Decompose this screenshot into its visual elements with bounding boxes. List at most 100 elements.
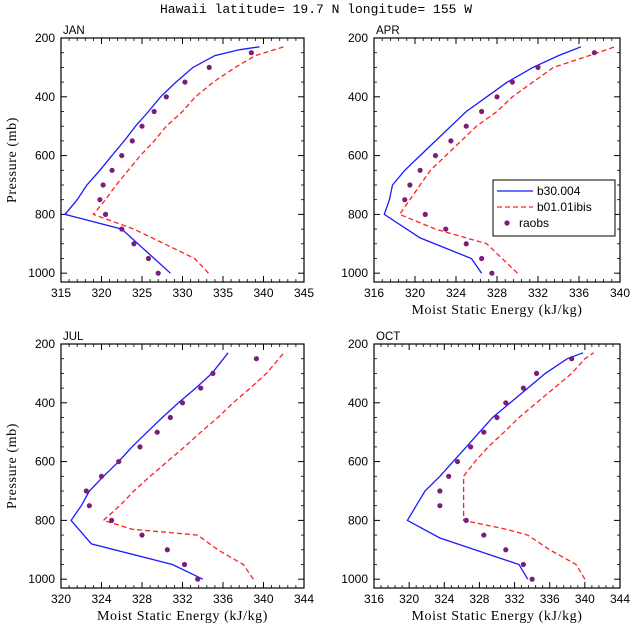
raobs-point: [494, 414, 500, 421]
panel-label: JAN: [63, 25, 85, 37]
series-raobs: [402, 50, 597, 276]
plot-frame: [373, 37, 621, 283]
raobs-point: [86, 503, 92, 509]
raobs-point: [109, 517, 115, 523]
raobs-point: [116, 458, 122, 465]
raobs-point: [102, 211, 109, 217]
raobs-point: [422, 211, 428, 217]
x-tick-label: 328: [469, 592, 489, 606]
raobs-point: [569, 356, 575, 362]
raobs-point: [167, 414, 173, 421]
raobs-point: [437, 503, 443, 509]
panels: 315 320 325 330 335 340 345 200 400 600 800 1000 JAN…: [5, 25, 630, 624]
series-raobs: [97, 50, 254, 276]
panel-jan: 315 320 325 330 335 340 345 200 400 600 800 1000 JAN…: [5, 25, 314, 300]
panel-jul: 320 324 328 332 336 340 344 200 400 600 800 1000 JUL…: [5, 331, 314, 624]
raobs-point: [198, 385, 204, 391]
raobs-point: [402, 197, 408, 203]
plot-frame: [373, 343, 621, 589]
x-tick-label: 332: [505, 592, 525, 606]
panel-label: OCT: [376, 331, 400, 343]
raobs-point: [454, 458, 461, 465]
raobs-point: [494, 94, 500, 100]
x-tick-label: 328: [132, 592, 152, 606]
y-tick-label: 1000: [28, 266, 55, 280]
raobs-point: [206, 64, 212, 70]
raobs-point: [119, 226, 125, 232]
series-b30-004: [406, 352, 584, 580]
y-tick-label: 200: [348, 31, 368, 45]
raobs-point: [535, 64, 541, 70]
raobs-point: [253, 356, 260, 362]
y-tick-label: 1000: [28, 572, 55, 586]
raobs-point: [481, 532, 487, 538]
series-b01-01ibis: [462, 352, 594, 580]
legend-label: raobs: [519, 216, 549, 230]
y-tick-label: 200: [35, 337, 55, 351]
raobs-point: [179, 400, 186, 406]
y-tick-label: 1000: [341, 572, 368, 586]
raobs-point: [145, 255, 152, 262]
raobs-point: [503, 400, 509, 406]
raobs-point: [210, 370, 216, 376]
raobs-point: [83, 488, 89, 494]
y-tick-label: 800: [348, 513, 368, 527]
series-b30-004: [63, 46, 260, 274]
x-tick-label: 320: [51, 592, 71, 606]
series-line: [63, 46, 260, 274]
y-tick-label: 400: [35, 90, 55, 104]
y-axis-title: Pressure (mb): [5, 423, 20, 509]
panel-apr: 316 320 324 328 332 336 340 200 400 600 800 1000 APR…: [341, 25, 630, 318]
raobs-point: [463, 241, 469, 247]
raobs-point: [100, 182, 106, 188]
raobs-point: [468, 444, 474, 450]
raobs-point: [195, 576, 201, 582]
raobs-point: [417, 167, 423, 173]
series-b01-01ibis: [92, 46, 284, 274]
x-tick-label: 316: [364, 592, 384, 606]
x-tick-label: 324: [434, 592, 454, 606]
series-b30-004: [70, 352, 229, 580]
raobs-point: [463, 517, 469, 523]
panel-label: APR: [376, 25, 400, 37]
x-tick-label: 336: [540, 592, 560, 606]
raobs-point: [520, 561, 526, 568]
legend-dot: [504, 220, 510, 226]
raobs-point: [98, 473, 105, 479]
raobs-point: [248, 50, 254, 56]
x-tick-label: 324: [91, 592, 111, 606]
series-b30-004: [383, 46, 582, 274]
y-tick-label: 200: [35, 31, 55, 45]
raobs-point: [139, 532, 145, 538]
series-line: [383, 46, 582, 274]
x-tick-label: 340: [610, 286, 630, 300]
raobs-point: [163, 94, 169, 100]
x-axis-title: Moist Static Energy (kJ/kg): [411, 303, 582, 318]
raobs-point: [129, 138, 135, 144]
raobs-point: [407, 182, 413, 188]
raobs-point: [443, 226, 449, 232]
raobs-point: [154, 429, 160, 435]
raobs-point: [119, 152, 125, 159]
y-tick-label: 600: [348, 149, 368, 163]
x-tick-label: 336: [569, 286, 589, 300]
x-tick-label: 320: [399, 592, 419, 606]
x-tick-label: 328: [487, 286, 507, 300]
figure-title: Hawaii latitude= 19.7 N longitude= 155 W: [160, 2, 472, 17]
x-tick-label: 345: [294, 286, 314, 300]
series-b01-01ibis: [398, 46, 616, 274]
y-tick-label: 600: [35, 455, 55, 469]
x-tick-label: 344: [610, 592, 630, 606]
raobs-point: [509, 79, 515, 85]
x-tick-label: 330: [172, 286, 192, 300]
raobs-point: [155, 270, 161, 276]
y-tick-label: 800: [348, 207, 368, 221]
raobs-point: [97, 197, 103, 203]
raobs-point: [520, 385, 526, 391]
x-tick-label: 325: [132, 286, 152, 300]
panel-oct: 316 320 324 328 332 336 340 344 200 400 600 800 1000…: [341, 331, 630, 624]
x-tick-label: 335: [213, 286, 233, 300]
raobs-point: [432, 152, 439, 159]
y-tick-label: 400: [348, 90, 368, 104]
